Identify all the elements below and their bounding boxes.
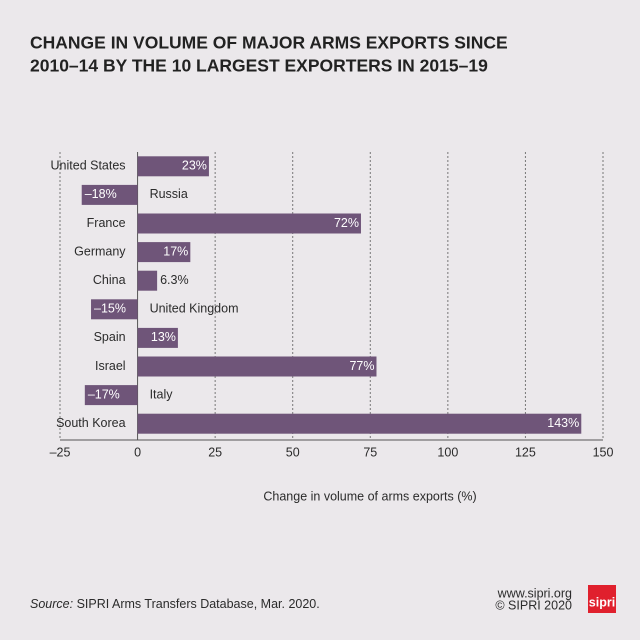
- x-tick-label: 100: [437, 445, 458, 459]
- x-tick-label: 50: [286, 445, 300, 459]
- value-label: 6.3%: [160, 273, 189, 287]
- bar: [137, 270, 158, 291]
- category-label: Russia: [150, 187, 188, 201]
- category-label: United Kingdom: [150, 302, 239, 316]
- source-text: SIPRI Arms Transfers Database, Mar. 2020…: [73, 597, 320, 611]
- value-label: 72%: [334, 216, 359, 230]
- value-label: 143%: [547, 416, 579, 430]
- value-label: 77%: [349, 359, 374, 373]
- value-label: –17%: [88, 387, 120, 401]
- bar: [137, 356, 377, 377]
- bar: [137, 413, 582, 434]
- bar: [81, 184, 138, 205]
- bar: [137, 156, 209, 177]
- source-label: Source:: [30, 597, 73, 611]
- bar: [137, 242, 191, 263]
- category-label: Italy: [150, 387, 174, 401]
- category-label: China: [93, 273, 126, 287]
- x-axis-label: Change in volume of arms exports (%): [263, 489, 476, 503]
- value-label: 13%: [151, 330, 176, 344]
- bar: [137, 213, 361, 234]
- logo: sipri: [589, 595, 615, 609]
- category-label: United States: [51, 159, 126, 173]
- bar: [84, 385, 138, 406]
- category-label: Spain: [94, 330, 126, 344]
- bar: [137, 327, 178, 348]
- x-tick-label: 0: [134, 445, 141, 459]
- category-label: Israel: [95, 359, 126, 373]
- source: Source: SIPRI Arms Transfers Database, M…: [30, 597, 320, 611]
- x-tick-label: –25: [50, 445, 71, 459]
- category-label: Germany: [74, 244, 126, 258]
- x-tick-label: 125: [515, 445, 536, 459]
- bar: [91, 299, 138, 320]
- x-tick-label: 150: [593, 445, 614, 459]
- value-label: –15%: [94, 302, 126, 316]
- x-tick-label: 75: [363, 445, 377, 459]
- chart-title: CHANGE IN VOLUME OF MAJOR ARMS EXPORTS S…: [30, 33, 508, 53]
- x-tick-label: 25: [208, 445, 222, 459]
- copyright: © SIPRI 2020: [495, 598, 572, 612]
- chart-title: 2010–14 BY THE 10 LARGEST EXPORTERS IN 2…: [30, 56, 488, 76]
- category-label: South Korea: [56, 416, 126, 430]
- value-label: –18%: [85, 187, 117, 201]
- value-label: 23%: [182, 159, 207, 173]
- website: www.sipri.org: [497, 586, 572, 600]
- logo-box: [588, 585, 616, 613]
- value-label: 17%: [163, 244, 188, 258]
- category-label: France: [87, 216, 126, 230]
